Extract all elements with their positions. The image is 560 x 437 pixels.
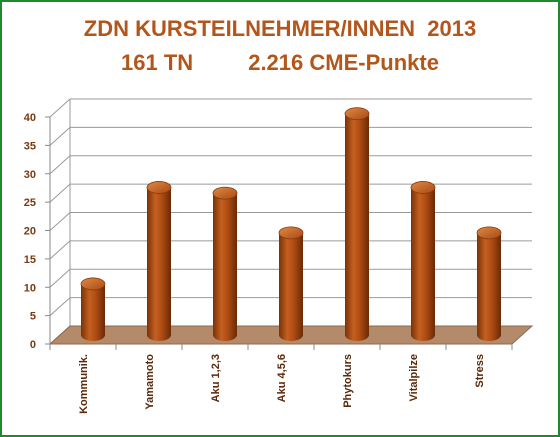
chart-subtitle: 161 TN 2.216 CME-Punkte (121, 50, 439, 75)
x-tick-label: Phytokurs (342, 354, 354, 408)
bar-top (410, 181, 436, 194)
bar-body (279, 232, 303, 341)
bar-body (477, 232, 501, 341)
bar (212, 186, 238, 341)
bar-top (344, 107, 370, 121)
bar (146, 181, 172, 341)
y-tick-label: 10 (24, 282, 36, 294)
bar-body (147, 187, 171, 341)
y-tick-label: 30 (24, 169, 36, 181)
bar (80, 277, 106, 341)
gridline-depth (49, 297, 71, 316)
bar-body (345, 113, 369, 341)
y-tick-label: 5 (30, 311, 36, 323)
gridline-depth (49, 155, 71, 175)
bar-body (81, 283, 105, 341)
bar-body (213, 193, 237, 341)
x-tick-label: Kommunik. (78, 354, 90, 414)
bar (476, 226, 502, 341)
bar-body (411, 187, 435, 341)
chart-title: ZDN KURSTEILNEHMER/INNEN 2013 (83, 16, 477, 41)
y-axis: 0 5 10 15 20 25 30 35 40 (24, 112, 51, 351)
x-axis-labels: Kommunik. Yamamoto Aku 1,2,3 Aku 4,5,6 Phyto… (49, 344, 513, 414)
y-tick-label: 40 (24, 112, 36, 124)
bar-top (80, 277, 106, 291)
gridline-depth (49, 212, 71, 231)
y-tick-label: 20 (24, 226, 36, 238)
gridline-depth (49, 98, 71, 118)
y-tick-label: 0 (30, 339, 36, 351)
y-tick-label: 35 (24, 140, 36, 152)
x-tick-label: Vitalpilze (408, 354, 420, 401)
bar (410, 181, 436, 341)
y-tick-label: 25 (24, 197, 36, 209)
x-tick-label: Aku 1,2,3 (210, 354, 222, 402)
x-tick-label: Yamamoto (144, 354, 156, 410)
bar (278, 226, 304, 341)
gridline-depth (49, 268, 71, 288)
x-tick-label: Stress (474, 354, 486, 388)
gridline-depth (49, 240, 71, 260)
bar-top (146, 181, 172, 194)
bars (80, 107, 502, 341)
bar-top (278, 226, 304, 240)
y-tick-label: 15 (24, 254, 36, 266)
x-tick-label: Aku 4,5,6 (276, 354, 288, 402)
gridline-depth (49, 183, 71, 203)
bar-top (212, 186, 238, 200)
gridline-depth (49, 127, 71, 146)
bar (344, 107, 370, 341)
bar-top (476, 226, 502, 240)
